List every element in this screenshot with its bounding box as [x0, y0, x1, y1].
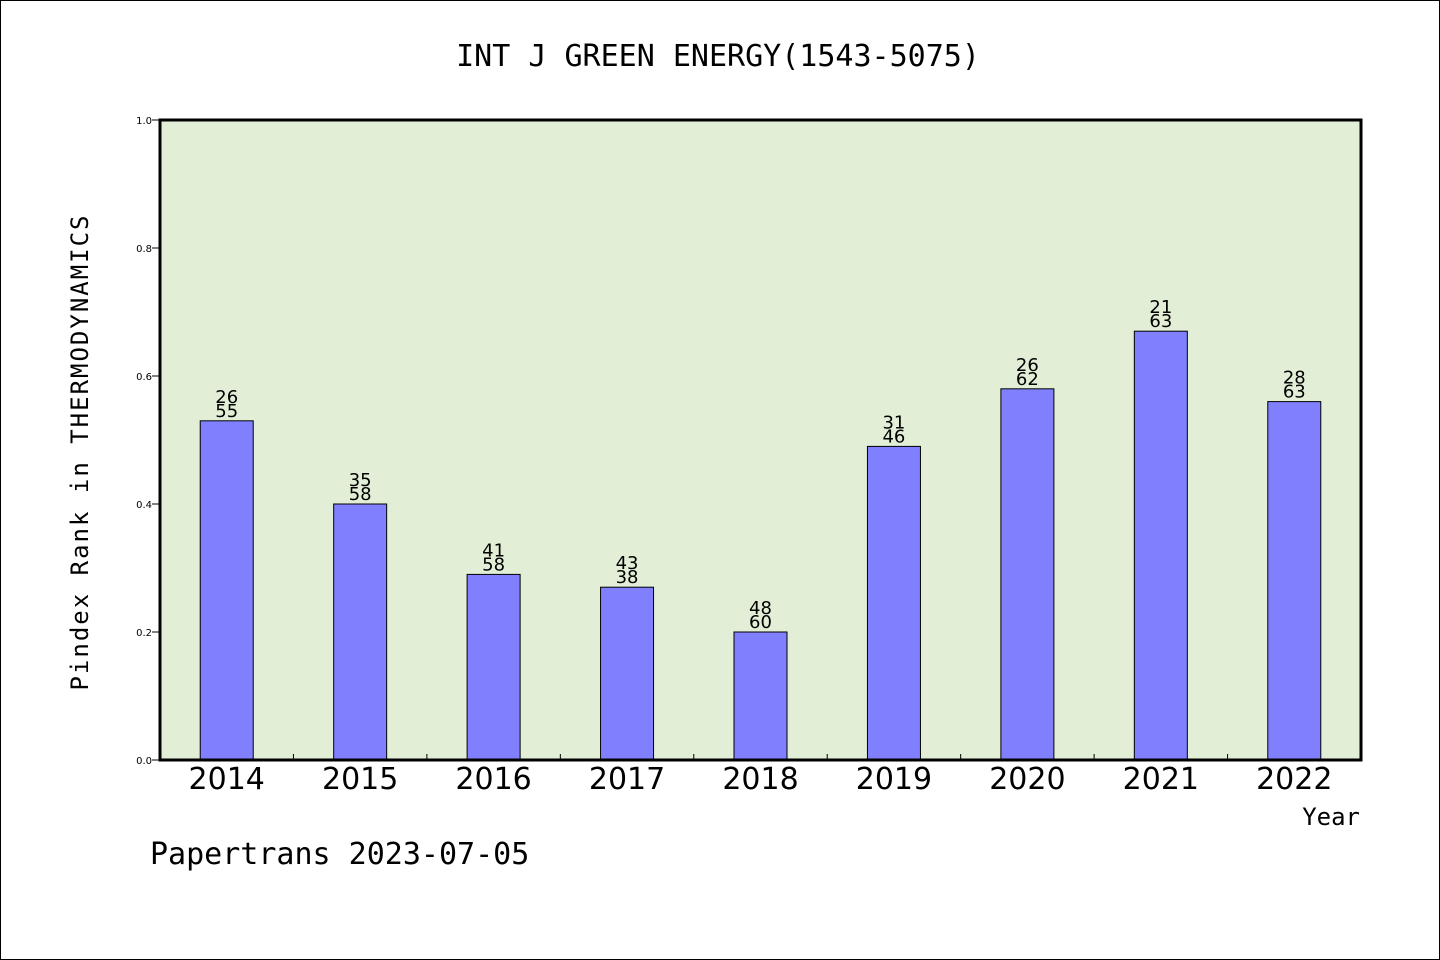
x-axis-label: Year	[1302, 803, 1360, 831]
y-axis: 0.0 0.2 0.4 0.6 0.8 1.0	[136, 116, 160, 767]
plot-border	[158, 118, 1363, 762]
bar-2014	[199, 420, 254, 761]
x-tick-label-2014: 2014	[189, 762, 265, 797]
data-label-2022-1: 28	[1283, 368, 1306, 389]
data-label-2017-1: 43	[616, 553, 639, 574]
bar-2017	[600, 586, 655, 761]
bar-2019	[866, 445, 921, 761]
data-label-2019-1: 31	[882, 412, 905, 433]
bar-2016	[466, 573, 521, 761]
bars-group	[199, 330, 1322, 761]
x-tick-label-2019: 2019	[856, 762, 932, 797]
data-label-2020-2: 62	[1016, 369, 1039, 390]
x-tick-label-2021: 2021	[1123, 762, 1199, 797]
data-label-2021-2: 63	[1149, 311, 1172, 332]
data-label-2020-1: 26	[1016, 355, 1039, 376]
y-tick-label: 0.4	[136, 500, 152, 511]
x-tick-label-2016: 2016	[455, 762, 531, 797]
data-label-2014-1: 26	[215, 387, 238, 408]
y-tick-label: 0.2	[136, 628, 152, 639]
data-label-2018-1: 48	[749, 598, 772, 619]
data-label-2015-2: 58	[349, 484, 372, 505]
bar-2018	[733, 631, 788, 761]
data-label-2021-1: 21	[1149, 297, 1172, 318]
data-label-2016-1: 41	[482, 540, 505, 561]
data-label-2017-2: 38	[616, 567, 639, 588]
data-label-2018-2: 60	[749, 612, 772, 633]
y-tick-label: 0.0	[136, 756, 152, 767]
footer-credit: Papertrans 2023-07-05	[150, 837, 529, 872]
x-tick-label-2015: 2015	[322, 762, 398, 797]
x-axis: 2014 2015 2016 2017 2018 2019 2020 2021 2022	[189, 754, 1332, 797]
data-label-2019-2: 46	[882, 426, 905, 447]
bar-2020	[1000, 388, 1055, 761]
bar-2015	[333, 503, 388, 761]
y-tick-label: 0.6	[136, 372, 152, 383]
y-tick-label: 1.0	[136, 116, 152, 127]
x-tick-label-2018: 2018	[722, 762, 798, 797]
data-label-2022-2: 63	[1283, 382, 1306, 403]
data-label-2016-2: 58	[482, 554, 505, 575]
chart-title: INT J GREEN ENERGY(1543-5075)	[456, 39, 980, 74]
bar-2022	[1267, 401, 1322, 761]
data-label-2014-2: 55	[215, 401, 238, 422]
x-tick-label-2022: 2022	[1256, 762, 1332, 797]
data-label-2015-1: 35	[349, 470, 372, 491]
y-axis-label: Pindex Rank in THERMODYNAMICS	[66, 213, 94, 690]
y-tick-label: 0.8	[136, 244, 152, 255]
x-tick-label-2020: 2020	[989, 762, 1065, 797]
x-tick-label-2017: 2017	[589, 762, 665, 797]
bar-2021	[1133, 330, 1188, 761]
